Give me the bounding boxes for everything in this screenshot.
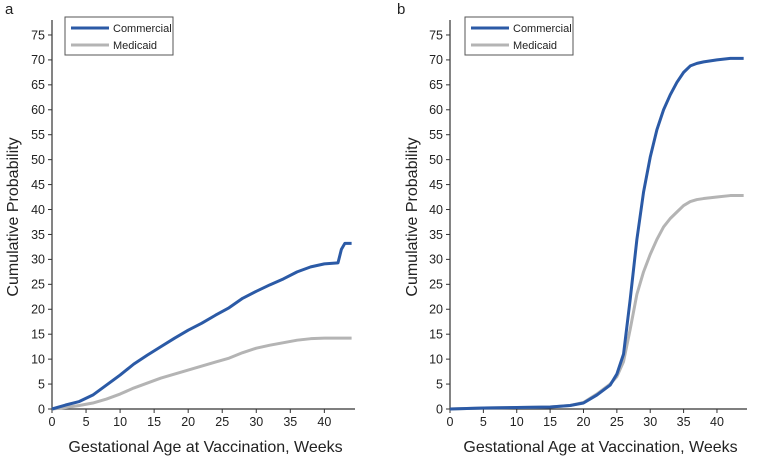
y-tick-label: 75 <box>31 28 45 42</box>
x-tick-label: 0 <box>49 415 56 429</box>
legend-label: Medicaid <box>113 40 157 52</box>
legend-label: Medicaid <box>513 40 557 52</box>
x-tick-label: 40 <box>317 415 331 429</box>
x-tick-label: 10 <box>510 415 524 429</box>
y-tick-label: 30 <box>429 253 443 267</box>
y-tick-label: 20 <box>31 303 45 317</box>
y-tick-label: 5 <box>38 377 45 391</box>
x-tick-label: 30 <box>249 415 263 429</box>
chart-panel-a: a 0 5 10 15 20 25 30 35 40 45 50 55 60 65 70 75 0 5 10 15 20 2… <box>5 1 355 456</box>
y-tick-label: 60 <box>31 103 45 117</box>
x-tick-label: 15 <box>147 415 161 429</box>
y-tick-label: 15 <box>31 327 45 341</box>
x-tick-label: 35 <box>283 415 297 429</box>
y-tick-label: 5 <box>436 377 443 391</box>
panel-letter: a <box>5 1 14 18</box>
x-tick-label: 30 <box>643 415 657 429</box>
y-tick-label: 70 <box>31 53 45 67</box>
legend: Commercial Medicaid <box>64 16 174 56</box>
panel-letter: b <box>397 1 405 18</box>
y-tick-label: 60 <box>429 103 443 117</box>
y-tick-label: 50 <box>31 153 45 167</box>
x-tick-label: 20 <box>181 415 195 429</box>
x-tick-label: 10 <box>113 415 127 429</box>
y-tick-label: 20 <box>429 303 443 317</box>
y-tick-label: 45 <box>31 178 45 192</box>
x-tick-label: 40 <box>710 415 724 429</box>
x-tick-label: 5 <box>83 415 90 429</box>
y-tick-label: 55 <box>31 128 45 142</box>
y-axis-title: Cumulative Probability <box>5 137 22 296</box>
x-tick-label: 15 <box>543 415 557 429</box>
x-axis-title: Gestational Age at Vaccination, Weeks <box>463 439 737 456</box>
y-tick-label: 50 <box>429 153 443 167</box>
y-tick-label: 55 <box>429 128 443 142</box>
y-tick-label: 10 <box>429 352 443 366</box>
y-tick-label: 25 <box>429 278 443 292</box>
y-tick-label: 0 <box>38 402 45 416</box>
x-tick-label: 20 <box>577 415 591 429</box>
y-tick-label: 65 <box>429 78 443 92</box>
y-tick-label: 0 <box>436 402 443 416</box>
series-line-medicaid <box>449 194 744 411</box>
x-tick-label: 5 <box>480 415 487 429</box>
series-line-commercial <box>449 56 744 411</box>
chart-panel-b: b 0 5 10 15 20 25 30 35 40 45 50 55 60 65 70 75 0 5 10 15 20 2… <box>397 1 747 456</box>
legend: Commercial Medicaid <box>464 16 574 56</box>
x-tick-label: 0 <box>447 415 454 429</box>
legend-box <box>64 16 174 56</box>
legend-box <box>464 16 574 56</box>
x-axis-title: Gestational Age at Vaccination, Weeks <box>68 439 342 456</box>
legend-label: Commercial <box>513 23 572 35</box>
x-tick-label: 35 <box>677 415 691 429</box>
y-tick-label: 10 <box>31 352 45 366</box>
series-line-medicaid <box>51 336 352 411</box>
y-tick-label: 35 <box>429 228 443 242</box>
x-tick-label: 25 <box>215 415 229 429</box>
y-tick-label: 25 <box>31 278 45 292</box>
y-tick-label: 65 <box>31 78 45 92</box>
y-axis-title: Cumulative Probability <box>404 137 421 296</box>
y-tick-label: 40 <box>429 203 443 217</box>
y-tick-label: 70 <box>429 53 443 67</box>
x-tick-label: 25 <box>610 415 624 429</box>
legend-label: Commercial <box>113 23 172 35</box>
y-tick-label: 15 <box>429 327 443 341</box>
y-tick-label: 35 <box>31 228 45 242</box>
series-line-commercial <box>51 241 352 411</box>
y-tick-label: 40 <box>31 203 45 217</box>
y-tick-label: 30 <box>31 253 45 267</box>
y-tick-label: 45 <box>429 178 443 192</box>
y-tick-label: 75 <box>429 28 443 42</box>
